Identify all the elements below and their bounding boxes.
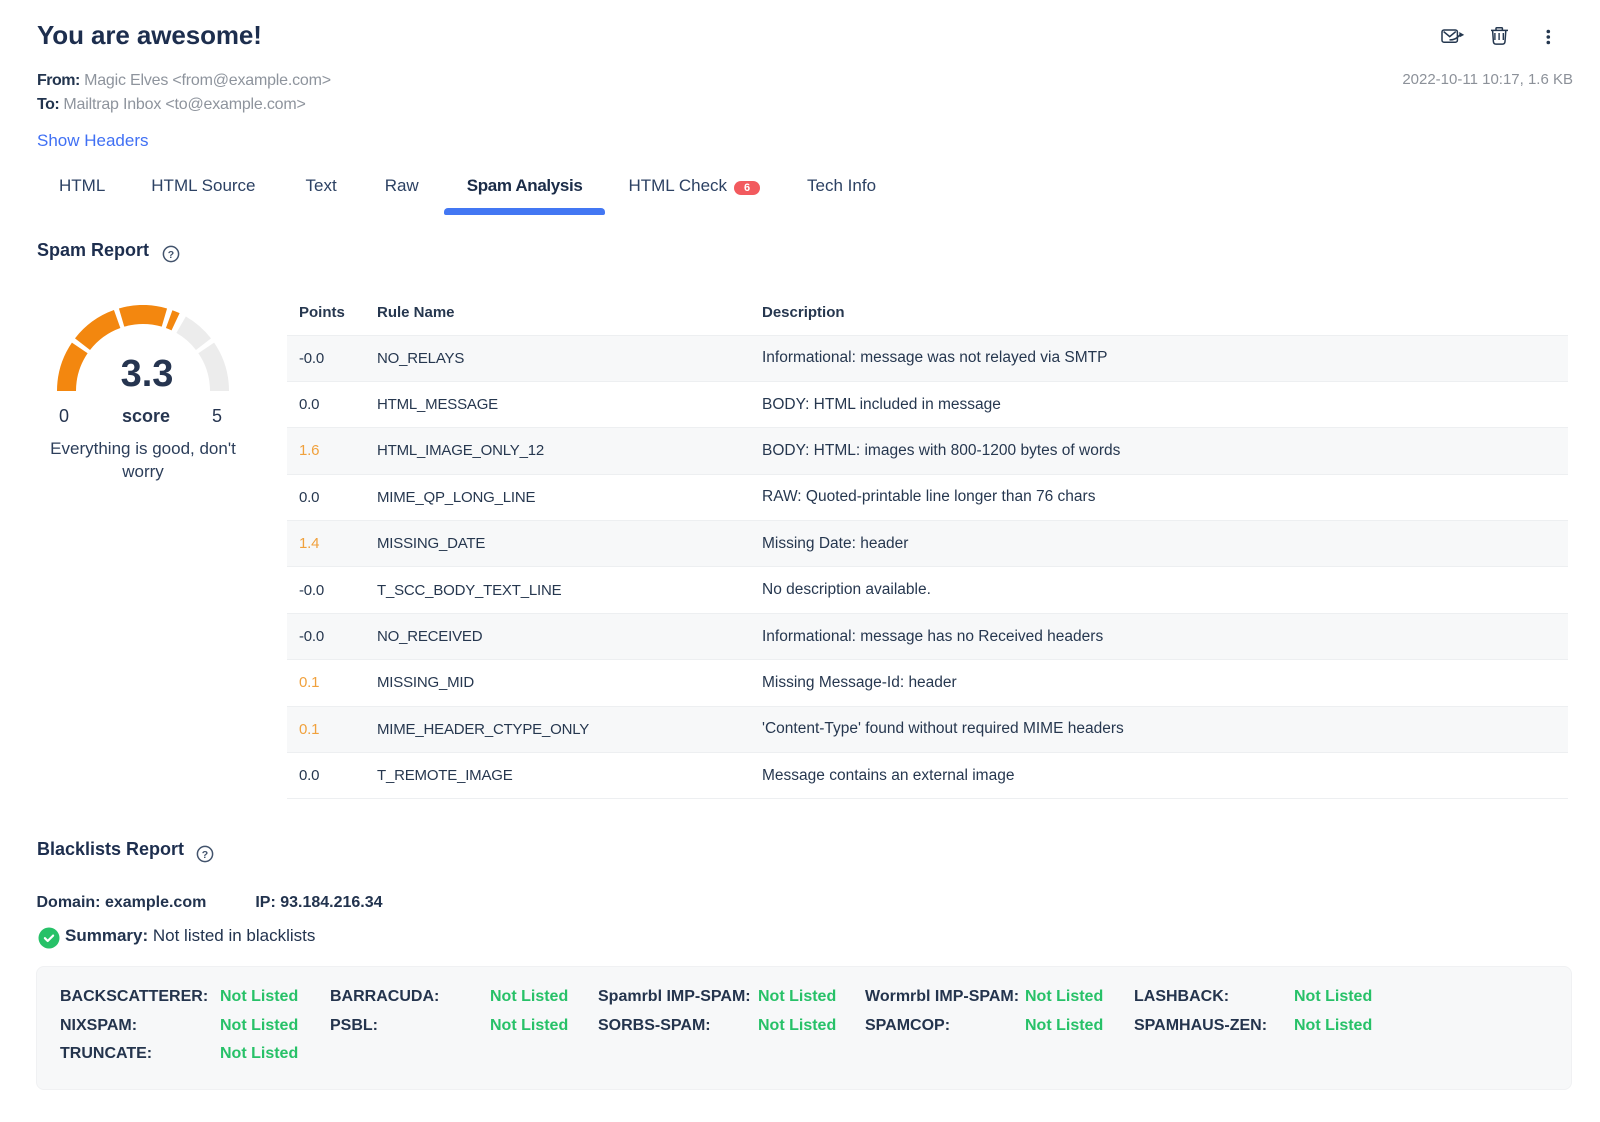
svg-text:?: ? bbox=[201, 849, 207, 861]
svg-text:?: ? bbox=[167, 249, 173, 261]
